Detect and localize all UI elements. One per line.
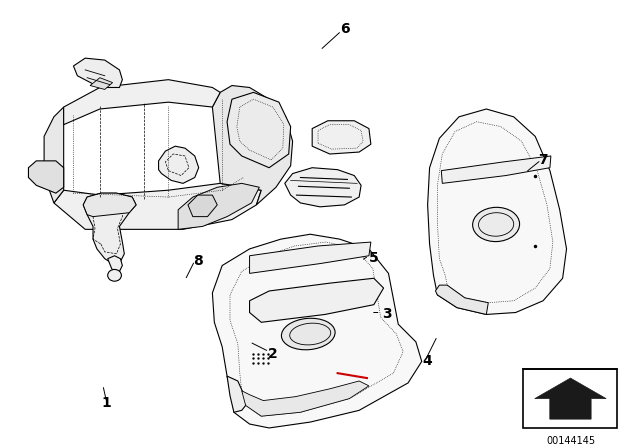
Polygon shape [178,183,259,229]
Ellipse shape [282,318,335,350]
Text: 00144145: 00144145 [546,436,595,446]
Text: 3: 3 [381,307,391,322]
Text: 6: 6 [340,22,349,36]
Polygon shape [74,58,122,87]
Ellipse shape [472,207,520,241]
Polygon shape [435,285,488,314]
Polygon shape [312,121,371,154]
Bar [524,369,618,428]
Ellipse shape [108,269,122,281]
Polygon shape [90,78,113,90]
Polygon shape [63,80,220,125]
Polygon shape [54,183,261,229]
Polygon shape [83,193,136,263]
Polygon shape [227,376,246,412]
Polygon shape [442,156,551,183]
Text: 4: 4 [423,354,433,368]
Text: 7: 7 [538,153,548,167]
Polygon shape [83,193,136,217]
Text: 2: 2 [268,347,278,361]
Polygon shape [188,195,217,217]
Polygon shape [227,92,291,168]
Polygon shape [428,109,566,314]
Polygon shape [28,161,63,193]
Text: 8: 8 [193,254,203,267]
Text: 5: 5 [369,251,379,265]
Polygon shape [535,378,606,419]
Polygon shape [159,146,198,183]
Polygon shape [250,242,371,273]
Polygon shape [108,256,122,273]
Polygon shape [212,234,422,428]
Polygon shape [44,107,63,203]
Polygon shape [212,86,292,205]
Text: 1: 1 [102,396,111,409]
Polygon shape [285,168,361,207]
Polygon shape [242,381,369,416]
Polygon shape [250,278,383,322]
